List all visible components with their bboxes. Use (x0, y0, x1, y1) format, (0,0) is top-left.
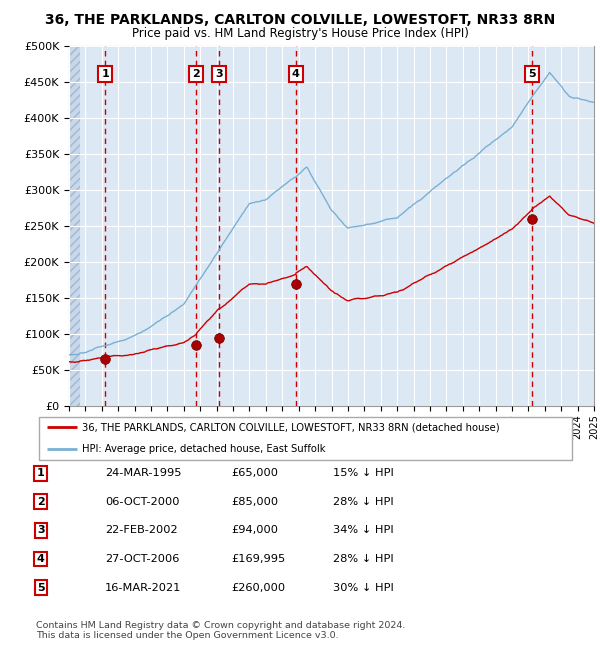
Text: 5: 5 (528, 70, 535, 79)
Text: Contains HM Land Registry data © Crown copyright and database right 2024.
This d: Contains HM Land Registry data © Crown c… (36, 621, 406, 640)
Text: 36, THE PARKLANDS, CARLTON COLVILLE, LOWESTOFT, NR33 8RN (detached house): 36, THE PARKLANDS, CARLTON COLVILLE, LOW… (82, 422, 500, 432)
Text: £94,000: £94,000 (231, 525, 278, 536)
Text: £169,995: £169,995 (231, 554, 285, 564)
Text: 34% ↓ HPI: 34% ↓ HPI (333, 525, 394, 536)
Text: 3: 3 (215, 70, 223, 79)
Text: 36, THE PARKLANDS, CARLTON COLVILLE, LOWESTOFT, NR33 8RN: 36, THE PARKLANDS, CARLTON COLVILLE, LOW… (45, 13, 555, 27)
Text: 28% ↓ HPI: 28% ↓ HPI (333, 497, 394, 507)
Text: 27-OCT-2006: 27-OCT-2006 (105, 554, 179, 564)
Text: 1: 1 (37, 468, 44, 478)
Text: £260,000: £260,000 (231, 582, 285, 593)
Text: 1: 1 (101, 70, 109, 79)
Text: HPI: Average price, detached house, East Suffolk: HPI: Average price, detached house, East… (82, 444, 325, 454)
Text: 15% ↓ HPI: 15% ↓ HPI (333, 468, 394, 478)
Text: 4: 4 (37, 554, 45, 564)
Text: £85,000: £85,000 (231, 497, 278, 507)
Text: 4: 4 (292, 70, 299, 79)
Text: 2: 2 (193, 70, 200, 79)
Text: 30% ↓ HPI: 30% ↓ HPI (333, 582, 394, 593)
Text: 2: 2 (37, 497, 44, 507)
Text: 24-MAR-1995: 24-MAR-1995 (105, 468, 182, 478)
Text: 3: 3 (37, 525, 44, 536)
Text: 5: 5 (37, 582, 44, 593)
Text: 28% ↓ HPI: 28% ↓ HPI (333, 554, 394, 564)
Text: £65,000: £65,000 (231, 468, 278, 478)
Text: 06-OCT-2000: 06-OCT-2000 (105, 497, 179, 507)
Text: Price paid vs. HM Land Registry's House Price Index (HPI): Price paid vs. HM Land Registry's House … (131, 27, 469, 40)
Text: 16-MAR-2021: 16-MAR-2021 (105, 582, 181, 593)
Text: 22-FEB-2002: 22-FEB-2002 (105, 525, 178, 536)
FancyBboxPatch shape (39, 417, 572, 460)
